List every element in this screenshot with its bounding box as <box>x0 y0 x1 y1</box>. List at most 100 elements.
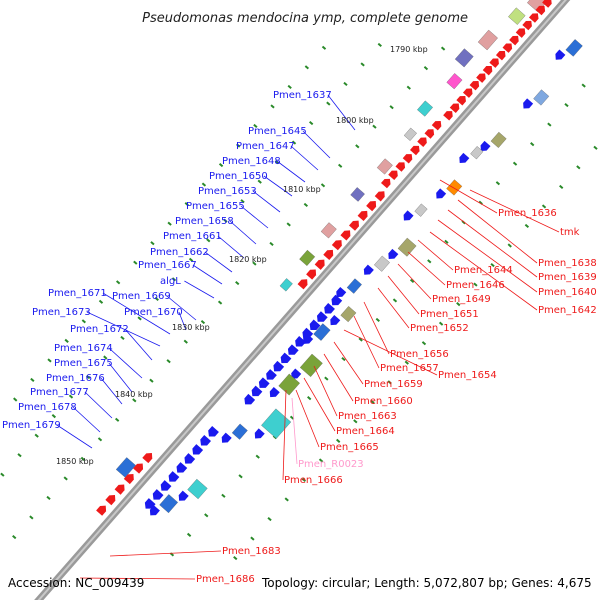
gene-block <box>261 408 292 439</box>
gene-arrow <box>331 294 343 306</box>
gene-arrow <box>449 103 460 113</box>
leader-line <box>124 328 153 361</box>
gene-label-reverse[interactable]: Pmen_1686 <box>196 574 255 585</box>
gene-block <box>320 222 337 239</box>
gene-label-reverse[interactable]: Pmen_1663 <box>338 411 397 422</box>
gene-label-forward[interactable]: Pmen_1674 <box>54 343 113 354</box>
gene-block <box>470 146 484 160</box>
rna-label[interactable]: Pmen_R0023 <box>298 459 364 470</box>
gene-label-forward[interactable]: Pmen_1675 <box>54 358 113 369</box>
leader-line <box>217 235 245 259</box>
gene-arrow <box>184 453 196 464</box>
gene-label-forward[interactable]: Pmen_1653 <box>198 186 257 197</box>
gene-label-reverse[interactable]: Pmen_1660 <box>354 396 413 407</box>
gene-label-reverse[interactable]: Pmen_1638 <box>538 258 597 269</box>
gene-label-forward[interactable]: Pmen_1648 <box>222 156 281 167</box>
gene-label-forward[interactable]: Pmen_1670 <box>124 307 183 318</box>
tick-dot <box>13 397 18 402</box>
gene-arrow <box>462 88 473 98</box>
gene-label-forward[interactable]: Pmen_1658 <box>175 216 234 227</box>
gene-label-reverse[interactable]: Pmen_1649 <box>432 294 491 305</box>
kbp-tick-label: 1790 kbp <box>390 45 428 54</box>
gene-label-reverse[interactable]: Pmen_1651 <box>420 309 479 320</box>
gene-block <box>454 48 474 68</box>
tick-dot <box>12 534 17 540</box>
tick-dot <box>353 419 358 424</box>
gene-label-reverse[interactable]: Pmen_1683 <box>222 546 281 557</box>
gene-label-forward[interactable]: Pmen_1655 <box>186 201 245 212</box>
gene-label-forward[interactable]: Pmen_1673 <box>32 307 91 318</box>
tick-dot <box>171 277 177 282</box>
gene-block <box>350 187 365 202</box>
gene-label-forward[interactable]: Pmen_1661 <box>163 231 222 242</box>
tick-dot <box>204 513 209 518</box>
gene-label-forward[interactable]: Pmen_1667 <box>138 260 197 271</box>
tick-dot <box>29 515 34 520</box>
gene-label-reverse[interactable]: Pmen_1646 <box>446 280 505 291</box>
gene-label-reverse[interactable]: Pmen_1644 <box>454 265 513 276</box>
gene-arrow <box>495 50 506 61</box>
gene-label-forward[interactable]: Pmen_1669 <box>112 291 171 302</box>
leader-line <box>437 219 538 293</box>
gene-label-forward[interactable]: Pmen_1650 <box>209 171 268 182</box>
gene-label-reverse[interactable]: Pmen_1665 <box>320 442 379 453</box>
leader-line <box>387 275 420 315</box>
gene-arrow <box>555 49 566 60</box>
gene-label-reverse[interactable]: Pmen_1654 <box>438 370 497 381</box>
tick-dot <box>46 495 51 501</box>
gene-label-forward[interactable]: Pmen_1677 <box>30 387 89 398</box>
tick-dot <box>80 456 86 461</box>
gene-label-forward[interactable]: Pmen_1671 <box>48 288 107 299</box>
gene-arrow <box>489 58 499 68</box>
leader-line <box>333 341 364 385</box>
gene-label-reverse[interactable]: Pmen_1657 <box>380 363 439 374</box>
gene-label-forward[interactable]: Pmen_1672 <box>70 324 129 335</box>
tick-dot <box>581 83 586 88</box>
tick-dot <box>188 257 194 262</box>
tick-dot <box>370 399 375 404</box>
leader-line <box>343 329 438 376</box>
tick-dot <box>137 316 142 321</box>
tick-dot <box>287 84 292 89</box>
gene-arrow <box>357 210 368 221</box>
tick-dot <box>63 476 68 481</box>
leader-line <box>102 292 171 335</box>
gene-label-forward[interactable]: Pmen_1645 <box>248 126 307 137</box>
tick-dot <box>217 300 223 305</box>
gene-label-forward[interactable]: algL <box>160 276 181 287</box>
gene-arrow <box>273 360 285 372</box>
gene-label-forward[interactable]: Pmen_1637 <box>273 90 332 101</box>
gene-label-reverse[interactable]: Pmen_1639 <box>538 272 597 283</box>
gene-label-forward[interactable]: Pmen_1678 <box>18 402 77 413</box>
leader-line <box>282 389 287 481</box>
gene-label-reverse[interactable]: Pmen_1640 <box>538 287 597 298</box>
gene-label-forward[interactable]: Pmen_1676 <box>46 373 105 384</box>
gene-arrow <box>149 505 160 516</box>
tick-dot <box>358 337 363 342</box>
gene-label-forward[interactable]: Pmen_1662 <box>150 247 209 258</box>
gene-arrow <box>287 344 299 355</box>
gene-label-reverse[interactable]: Pmen_1636 <box>498 208 557 219</box>
leader-line <box>290 145 319 171</box>
tick-dot <box>377 42 382 47</box>
tick-dot <box>252 261 257 266</box>
tick-dot <box>233 556 238 561</box>
kbp-tick-label: 1820 kbp <box>229 255 267 264</box>
gene-label-reverse[interactable]: Pmen_1659 <box>364 379 423 390</box>
tick-dot <box>301 477 307 483</box>
gene-label-forward[interactable]: Pmen_1647 <box>236 141 295 152</box>
gene-label-reverse[interactable]: Pmen_1656 <box>390 349 449 360</box>
tick-dot <box>375 317 380 323</box>
gene-arrow <box>336 286 347 298</box>
gene-label-reverse[interactable]: tmk <box>560 227 580 238</box>
gene-label-reverse[interactable]: Pmen_1664 <box>336 426 395 437</box>
gene-label-reverse[interactable]: Pmen_1666 <box>284 475 343 486</box>
gene-arrow <box>363 264 374 275</box>
leader-line <box>353 315 380 369</box>
leader-line <box>108 362 133 393</box>
gene-label-reverse[interactable]: Pmen_1652 <box>410 323 469 334</box>
tick-dot <box>114 417 120 422</box>
tick-dot <box>115 280 121 285</box>
gene-label-reverse[interactable]: Pmen_1642 <box>538 305 597 316</box>
gene-label-forward[interactable]: Pmen_1679 <box>2 420 61 431</box>
